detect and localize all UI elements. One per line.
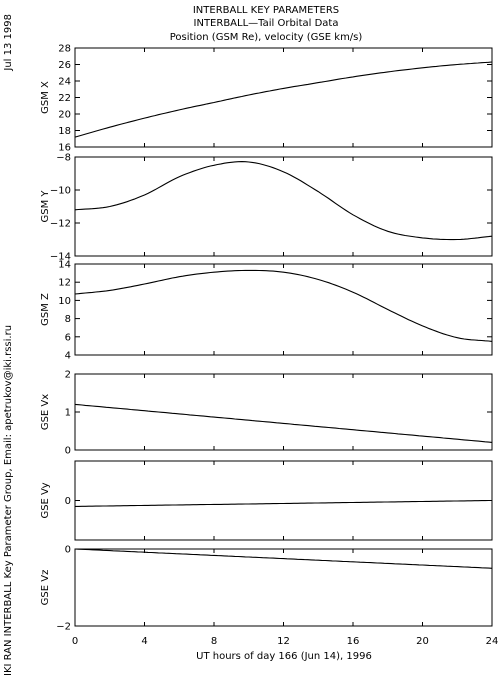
- credit-line: IKI RAN INTERBALL Key Parameter Group, E…: [3, 325, 14, 676]
- y-tick-label: −14: [50, 252, 71, 263]
- y-axis-label: GSE Vy: [40, 482, 51, 518]
- figure-title-line2: INTERBALL—Tail Orbital Data: [194, 18, 339, 29]
- y-tick-label: 26: [58, 60, 71, 71]
- series-line: [74, 403, 493, 443]
- x-axis-label: UT hours of day 166 (Jun 14), 1996: [196, 651, 372, 662]
- y-axis-label: GSM X: [40, 81, 51, 114]
- x-tick-label: 8: [211, 636, 217, 647]
- y-tick-label: −10: [50, 186, 71, 197]
- figure-title-line3: Position (GSM Re), velocity (GSE km/s): [170, 32, 363, 43]
- x-tick-label: 24: [486, 636, 499, 647]
- panel-frame: [74, 47, 493, 148]
- y-tick-label: 22: [58, 93, 71, 104]
- series-line: [74, 161, 493, 241]
- panel-frame: [74, 263, 493, 356]
- panel-frame: [74, 373, 493, 451]
- y-tick-label: 0: [65, 496, 71, 507]
- y-tick-label: 4: [65, 351, 71, 362]
- y-axis-label: GSM Y: [40, 190, 51, 223]
- y-tick-label: 16: [58, 143, 71, 154]
- y-tick-label: 6: [65, 332, 71, 343]
- panel-frame: [74, 548, 493, 627]
- y-tick-label: 14: [58, 260, 71, 271]
- y-tick-label: 1: [65, 408, 71, 419]
- y-tick-label: 24: [58, 77, 71, 88]
- series-line: [75, 499, 492, 507]
- y-tick-label: −8: [56, 153, 71, 164]
- y-tick-label: 28: [58, 44, 71, 55]
- x-tick-label: 16: [347, 636, 360, 647]
- y-tick-label: 2: [65, 370, 71, 381]
- figure-title-line1: INTERBALL KEY PARAMETERS: [193, 5, 339, 16]
- y-axis-label: GSM Z: [40, 293, 51, 326]
- series-line: [74, 548, 493, 569]
- print-date: Jul 13 1998: [3, 14, 14, 72]
- x-tick-label: 4: [141, 636, 147, 647]
- y-tick-label: 10: [58, 296, 71, 307]
- y-tick-label: 0: [65, 545, 71, 556]
- y-axis-label: GSE Vx: [40, 394, 51, 430]
- y-tick-label: 18: [58, 126, 71, 137]
- y-tick-label: 20: [58, 110, 71, 121]
- series-line: [74, 61, 493, 138]
- y-axis-label: GSE Vz: [40, 570, 51, 606]
- y-tick-label: 8: [65, 314, 71, 325]
- y-tick-label: −12: [50, 219, 71, 230]
- series-line: [74, 269, 493, 342]
- panel-frame: [74, 460, 493, 541]
- y-tick-label: −2: [56, 622, 71, 633]
- y-tick-label: 12: [58, 278, 71, 289]
- x-tick-label: 0: [72, 636, 78, 647]
- x-tick-label: 20: [416, 636, 429, 647]
- y-tick-label: 0: [65, 446, 71, 457]
- x-tick-label: 12: [277, 636, 290, 647]
